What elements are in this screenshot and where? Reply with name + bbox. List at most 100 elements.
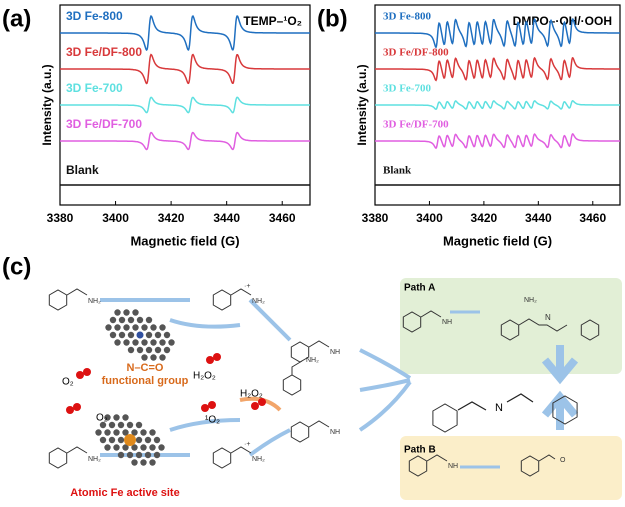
benzene-ring: [433, 404, 457, 432]
carbon-atom: [159, 339, 165, 345]
carbon-atom: [154, 437, 160, 443]
carbon-atom: [136, 437, 142, 443]
benzene-ring: [283, 375, 300, 395]
imine-label: NH: [330, 349, 340, 356]
x-tick-label: 3380: [362, 211, 389, 225]
amine-label: NH₂: [88, 298, 101, 305]
figure: (a)TEMP–¹O₂Magnetic field (G)Intensity (…: [0, 0, 625, 502]
h2o2-label: H₂O₂: [240, 389, 263, 400]
series-label: 3D Fe/DF-700: [66, 117, 142, 131]
o2-label: O₂: [96, 413, 108, 424]
carbon-atom: [164, 332, 170, 338]
carbon-atom: [113, 414, 119, 420]
amine-label: NH₂: [524, 297, 537, 304]
series-label: 3D Fe-800: [383, 11, 431, 23]
imine-label: NH: [330, 429, 340, 436]
carbon-atom: [132, 324, 138, 330]
carbon-atom: [150, 354, 156, 360]
x-tick-label: 3400: [102, 211, 129, 225]
amine-label: NH₂: [252, 456, 265, 463]
carbon-atom: [146, 332, 152, 338]
carbon-atom: [128, 347, 134, 353]
carbon-atom: [150, 339, 156, 345]
path-b-label: Path B: [404, 445, 436, 456]
spectrum: [60, 97, 310, 112]
carbon-atom: [155, 347, 161, 353]
carbon-atom: [140, 429, 146, 435]
oxygen-label: O: [560, 457, 566, 464]
carbon-atom: [127, 422, 133, 428]
carbon-atom: [104, 429, 110, 435]
bond: [292, 361, 302, 375]
o-atom: [213, 353, 221, 361]
x-tick-label: 3460: [579, 211, 606, 225]
carbon-atom: [164, 347, 170, 353]
carbon-atom: [118, 422, 124, 428]
o-atom: [66, 406, 74, 414]
singlet-label: ¹O₂: [205, 415, 220, 426]
site-label: Atomic Fe active site: [70, 487, 179, 499]
carbon-atom: [95, 429, 101, 435]
o-atom: [251, 402, 259, 410]
x-tick-label: 3420: [471, 211, 498, 225]
series-label: 3D Fe/DF-700: [383, 119, 449, 131]
carbon-atom: [105, 324, 111, 330]
amine-label: NH₂: [306, 357, 319, 364]
carbon-atom: [118, 437, 124, 443]
up-arrow: [545, 397, 575, 430]
spectrum: [60, 133, 310, 150]
carbon-atom: [159, 324, 165, 330]
carbon-atom: [127, 452, 133, 458]
n-label: N: [545, 313, 551, 322]
series-label: 3D Fe-700: [66, 81, 123, 95]
carbon-atom: [110, 317, 116, 323]
carbon-atom: [141, 324, 147, 330]
amine-label: NH₂: [252, 298, 265, 305]
x-tick-label: 3400: [416, 211, 443, 225]
carbon-atom: [114, 339, 120, 345]
carbon-atom: [109, 437, 115, 443]
bond: [231, 289, 251, 295]
h2o2-label: H₂O₂: [193, 371, 216, 382]
radical-label: ·+: [244, 441, 250, 448]
carbon-atom: [146, 347, 152, 353]
panel-label: (a): [2, 5, 31, 32]
group-label: functional group: [102, 375, 189, 387]
carbon-atom: [149, 459, 155, 465]
carbon-atom: [146, 317, 152, 323]
panel-label: (c): [2, 253, 31, 280]
o-atom: [83, 368, 91, 376]
carbon-atom: [137, 347, 143, 353]
spectrum: [375, 58, 620, 80]
o-atom: [208, 401, 216, 409]
carbon-atom: [150, 324, 156, 330]
series-label: 3D Fe-700: [383, 83, 431, 95]
carbon-atom: [118, 452, 124, 458]
path-a-label: Path A: [404, 283, 435, 294]
imine-label: NH: [448, 463, 458, 470]
carbon-atom: [140, 444, 146, 450]
panel-label: (b): [317, 5, 348, 32]
fe-atom: [124, 434, 136, 446]
x-tick-label: 3440: [213, 211, 240, 225]
carbon-atom: [123, 339, 129, 345]
carbon-atom: [114, 324, 120, 330]
benzene-ring: [291, 422, 308, 442]
group-label: N–C=O: [127, 362, 164, 374]
radical-label: ·+: [244, 283, 250, 290]
carbon-atom: [128, 332, 134, 338]
carbon-atom: [141, 354, 147, 360]
imine-label: NH: [442, 319, 452, 326]
carbon-atom: [159, 354, 165, 360]
x-tick-label: 3440: [525, 211, 552, 225]
carbon-atom: [154, 452, 160, 458]
spectrum: [375, 134, 620, 148]
o2-label: O₂: [62, 377, 74, 388]
series-label: 3D Fe-800: [66, 9, 123, 23]
carbon-atom: [137, 317, 143, 323]
series-label: Blank: [383, 165, 412, 177]
carbon-atom: [114, 309, 120, 315]
carbon-atom: [132, 309, 138, 315]
carbon-atom: [100, 437, 106, 443]
carbon-atom: [109, 422, 115, 428]
